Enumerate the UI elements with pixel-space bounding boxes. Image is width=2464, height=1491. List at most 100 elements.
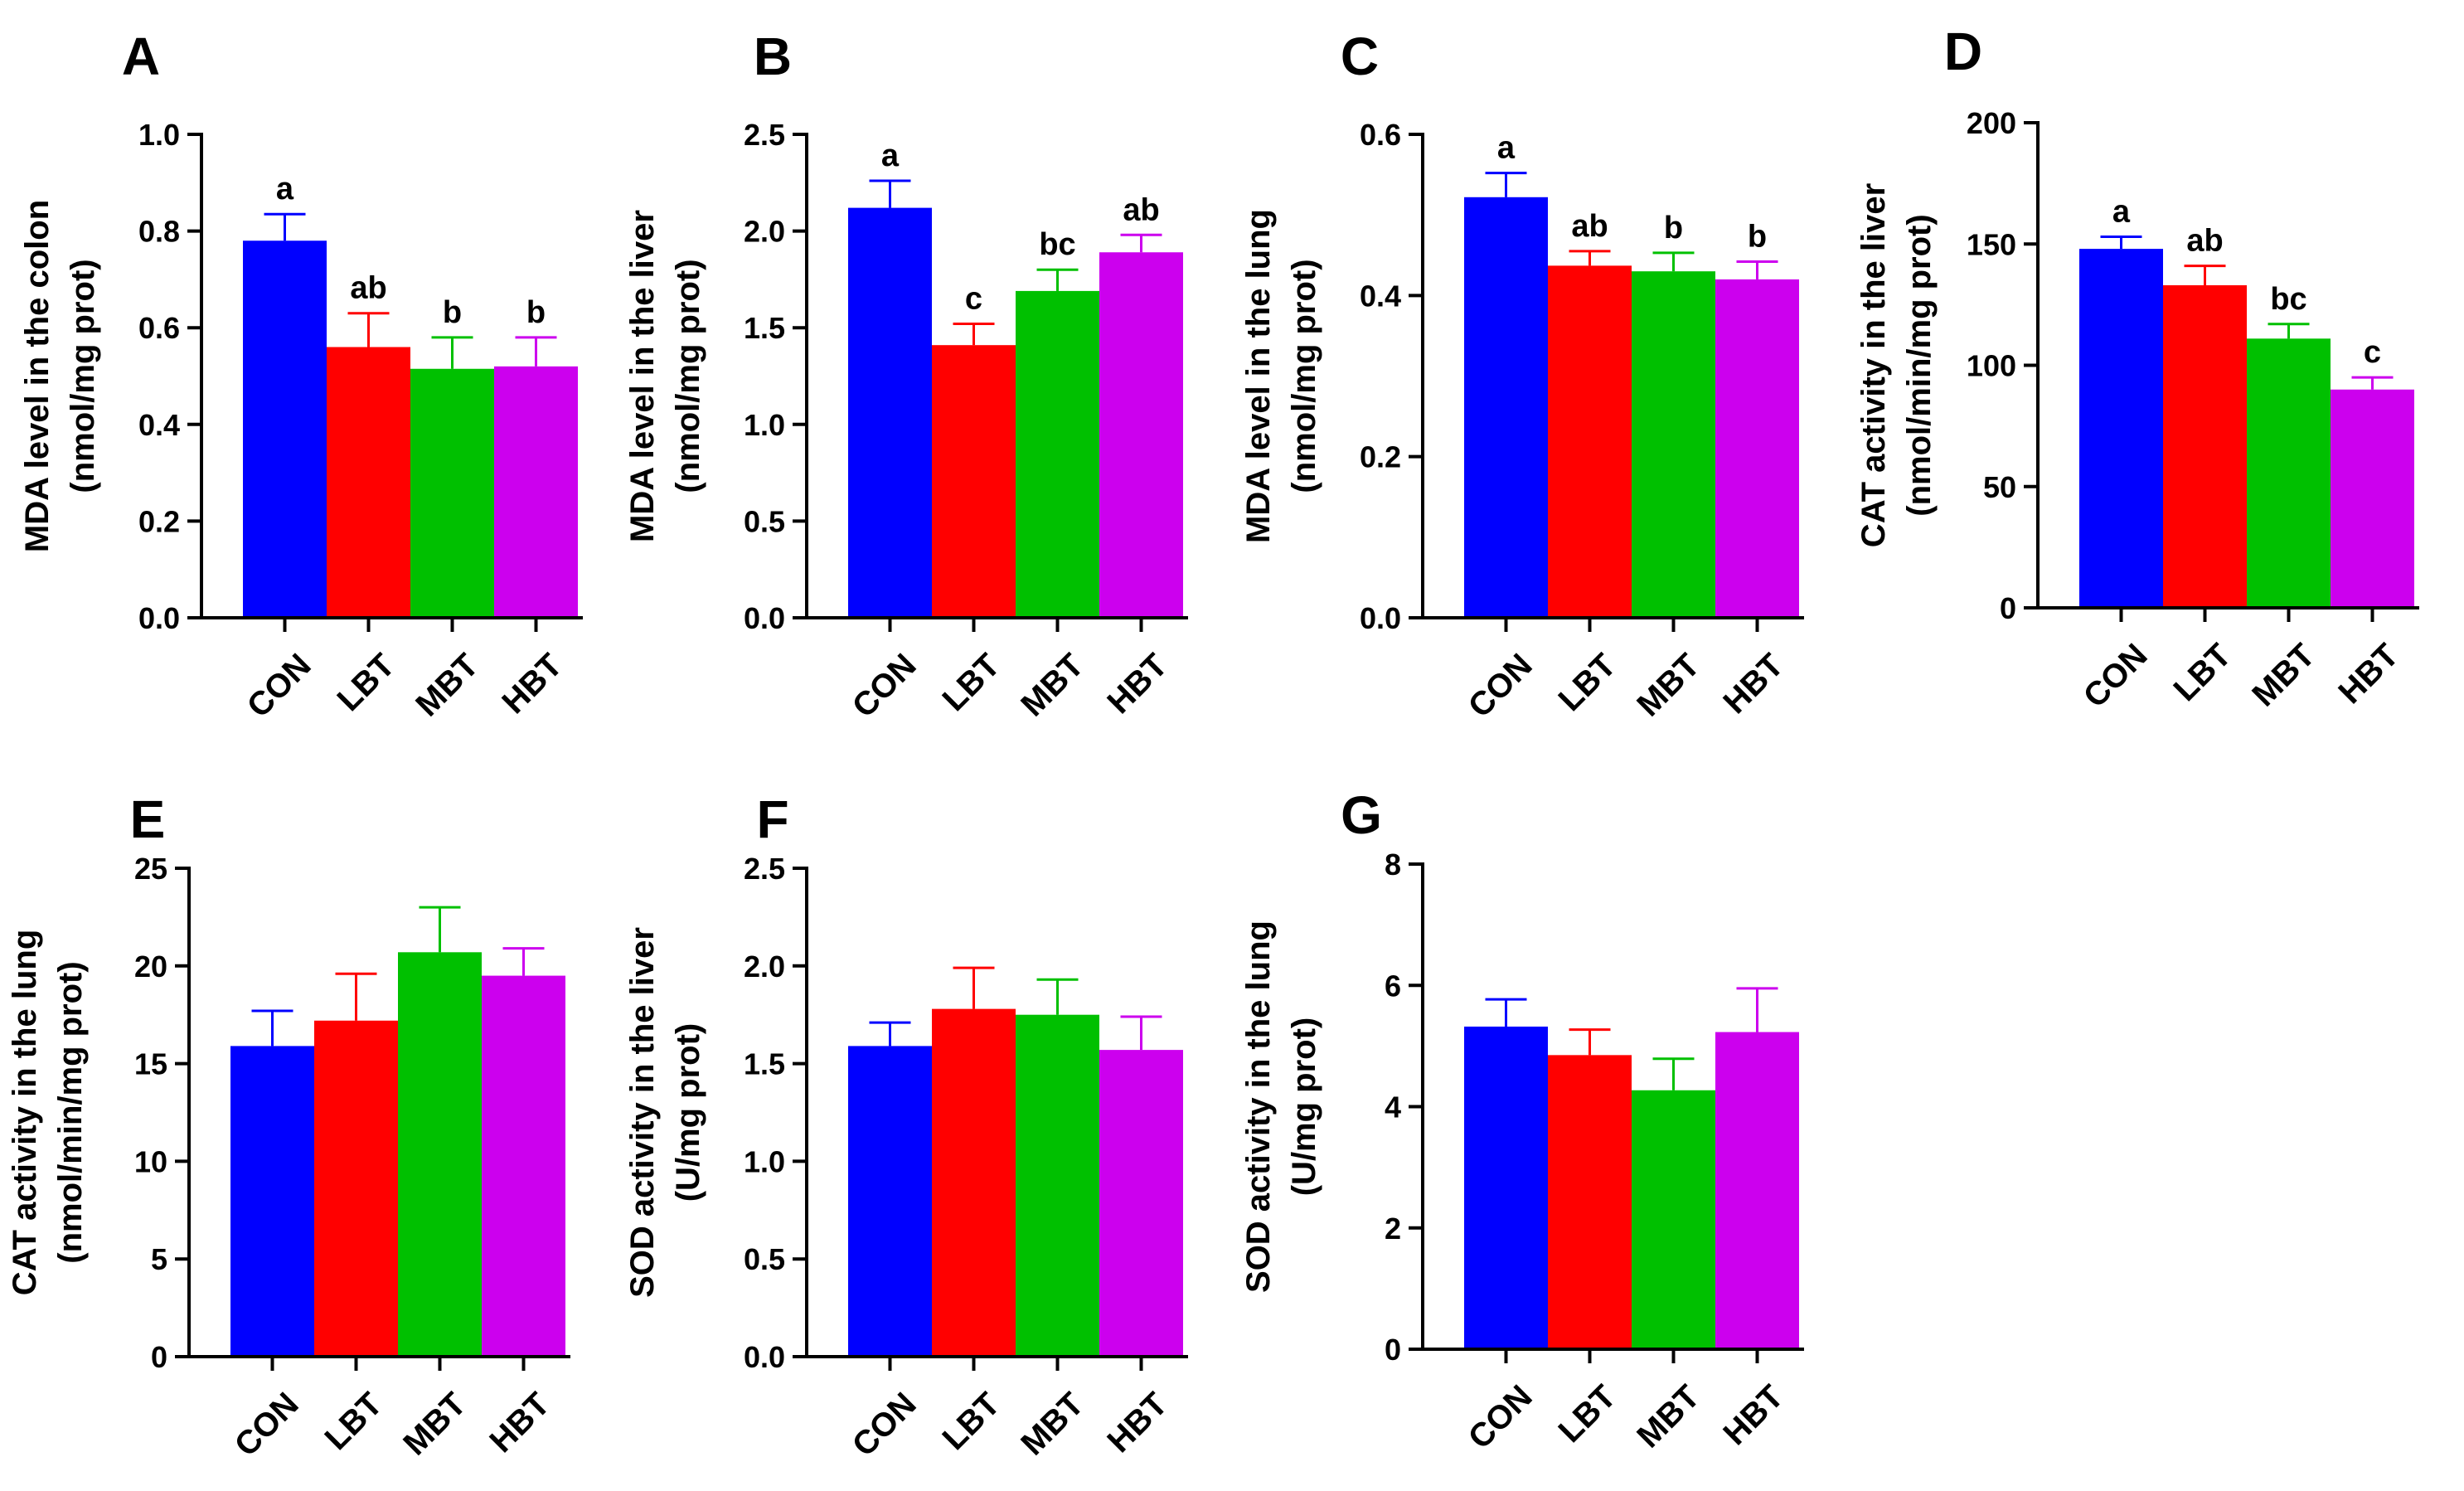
panel-label: B xyxy=(754,27,792,86)
bar-lbt xyxy=(1548,1055,1632,1349)
bar-mbt xyxy=(398,952,482,1357)
x-tick-label: LBT xyxy=(1552,1378,1623,1450)
x-tick-label: HBT xyxy=(483,1386,556,1459)
y-tick-label: 200 xyxy=(1967,106,2016,140)
chart-panel-d: Da CON ab LBT bc MBT c HBT 0 50 100 150 200 CAT activ… xyxy=(1855,22,2419,715)
y-tick-label: 150 xyxy=(1967,227,2016,261)
bar-con xyxy=(848,1046,932,1357)
y-tick-label: 0.6 xyxy=(138,311,180,345)
y-tick-label: 4 xyxy=(1385,1090,1401,1124)
bar-hbt xyxy=(2331,389,2414,608)
y-tick-label: 0.8 xyxy=(138,215,180,249)
y-tick-label: 0.4 xyxy=(1360,279,1401,313)
panel-label: G xyxy=(1341,785,1382,845)
panel-label: D xyxy=(1944,22,1982,81)
bar-con xyxy=(243,240,327,618)
bar-mbt xyxy=(1632,271,1715,618)
bar-hbt xyxy=(494,366,578,618)
y-tick-label: 1.5 xyxy=(744,1047,785,1081)
x-tick-label: CON xyxy=(228,1386,306,1464)
y-axis-unit: (nmol/mg prot) xyxy=(1286,259,1322,493)
y-tick-label: 2 xyxy=(1385,1212,1401,1246)
y-tick-label: 100 xyxy=(1967,349,2016,383)
x-tick-label: CON xyxy=(846,1386,924,1464)
y-tick-label: 2.5 xyxy=(744,852,785,886)
x-tick-label: HBT xyxy=(495,647,569,721)
y-tick-label: 0.2 xyxy=(1360,440,1401,474)
x-tick-label: HBT xyxy=(1716,647,1790,721)
x-tick-label: CON xyxy=(846,647,924,725)
y-axis-unit: (U/mg prot) xyxy=(1286,1017,1322,1197)
y-axis-unit: (nmol/min/mg prot) xyxy=(1901,214,1938,516)
y-tick-label: 20 xyxy=(134,949,167,983)
y-axis-title: MDA level in the liver xyxy=(624,210,661,542)
y-tick-label: 1.0 xyxy=(138,118,180,152)
bar-hbt xyxy=(1099,252,1183,618)
x-tick-label: MBT xyxy=(1014,1386,1090,1462)
y-tick-label: 2.5 xyxy=(744,118,785,152)
x-tick-label: HBT xyxy=(1716,1378,1790,1452)
y-tick-label: 0.6 xyxy=(1360,118,1401,152)
y-axis-title: MDA level in the lung xyxy=(1240,209,1277,543)
y-axis-title: CAT activity in the lung xyxy=(7,930,43,1296)
y-axis-title: MDA level in the colon xyxy=(19,200,56,552)
y-tick-label: 0 xyxy=(1385,1333,1401,1367)
x-tick-label: MBT xyxy=(409,647,485,723)
bar-mbt xyxy=(1016,1014,1099,1357)
bar-hbt xyxy=(1715,279,1799,618)
chart-panel-g: G CON LBT MBT HBT 0 2 4 6 8 SOD activity in the lu… xyxy=(1240,785,1804,1456)
bar-hbt xyxy=(482,975,565,1357)
x-tick-label: CON xyxy=(240,647,318,725)
y-tick-label: 0.0 xyxy=(1360,601,1401,635)
chart-panel-b: Ba CON c LBT bc MBT ab HBT 0.0 0.5 1.0 1.5 2.0 2.5 MDA… xyxy=(624,27,1188,725)
x-tick-label: LBT xyxy=(1552,647,1623,718)
significance-letter: ab xyxy=(1123,192,1159,227)
y-tick-label: 5 xyxy=(151,1242,167,1276)
bar-lbt xyxy=(314,1020,398,1357)
significance-letter: bc xyxy=(2270,282,2306,317)
significance-letter: b xyxy=(1664,211,1683,245)
chart-panel-a: Aa CON ab LBT b MBT b HBT 0.0 0.2 0.4 0.6 0.8 1.0 MDA … xyxy=(19,27,583,725)
significance-letter: a xyxy=(2112,194,2131,229)
significance-letter: c xyxy=(2364,335,2381,370)
y-tick-label: 0.0 xyxy=(744,601,785,635)
y-axis-unit: (nmol/mg prot) xyxy=(65,259,101,493)
y-tick-label: 1.0 xyxy=(744,1144,785,1178)
y-tick-label: 0.4 xyxy=(138,408,180,442)
y-axis-title: CAT activity in the liver xyxy=(1855,183,1892,547)
chart-panel-e: E CON LBT MBT HBT 0 5 10 15 20 25 CAT activity in t… xyxy=(7,789,570,1464)
chart-panel-c: Ca CON ab LBT b MBT b HBT 0.0 0.2 0.4 0.6 MDA level … xyxy=(1240,27,1804,725)
y-tick-label: 50 xyxy=(1983,470,2016,504)
x-tick-label: HBT xyxy=(1100,647,1174,721)
x-tick-label: HBT xyxy=(1100,1386,1174,1459)
bar-lbt xyxy=(327,347,410,618)
bar-con xyxy=(1464,197,1548,619)
bar-lbt xyxy=(1548,265,1632,618)
bar-mbt xyxy=(2247,338,2331,608)
significance-letter: bc xyxy=(1039,227,1075,262)
bar-con xyxy=(230,1046,314,1357)
y-tick-label: 15 xyxy=(134,1047,167,1081)
panel-label: F xyxy=(756,789,788,849)
y-axis-title: SOD activity in the lung xyxy=(1240,920,1277,1293)
x-tick-label: MBT xyxy=(1630,647,1706,723)
y-axis-unit: (nmol/mg prot) xyxy=(670,259,706,493)
significance-letter: a xyxy=(881,138,900,173)
y-tick-label: 0.0 xyxy=(138,601,180,635)
y-tick-label: 0.5 xyxy=(744,504,785,538)
y-tick-label: 2.0 xyxy=(744,215,785,249)
bar-mbt xyxy=(1016,290,1099,618)
y-tick-label: 10 xyxy=(134,1144,167,1178)
x-tick-label: HBT xyxy=(2331,637,2405,711)
bar-hbt xyxy=(1715,1032,1799,1349)
bar-lbt xyxy=(932,1008,1016,1357)
significance-letter: ab xyxy=(350,271,386,306)
significance-letter: b xyxy=(443,295,462,330)
chart-panel-f: F CON LBT MBT HBT 0.0 0.5 1.0 1.5 2.0 2.5 SOD activ… xyxy=(624,789,1188,1464)
x-tick-label: LBT xyxy=(936,1386,1007,1457)
x-tick-label: LBT xyxy=(936,647,1007,718)
x-tick-label: LBT xyxy=(318,1386,390,1457)
y-tick-label: 2.0 xyxy=(744,949,785,983)
y-tick-label: 0.2 xyxy=(138,504,180,538)
significance-letter: ab xyxy=(1571,209,1608,244)
